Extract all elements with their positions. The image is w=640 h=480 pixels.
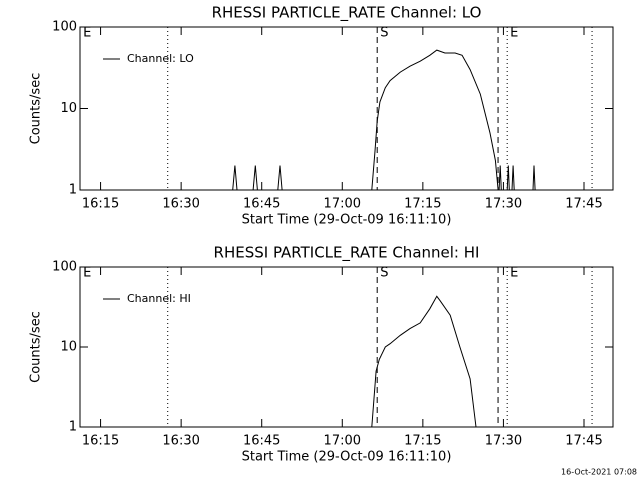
y-tick-label: 1	[69, 420, 77, 435]
data-line	[371, 295, 477, 428]
chart-title: RHESSI PARTICLE_RATE Channel: HI	[214, 244, 480, 263]
x-tick-label: 17:00	[324, 434, 361, 449]
x-tick-label: 17:30	[485, 197, 522, 212]
x-tick-label: 17:15	[404, 197, 441, 212]
footer: 16-Oct-2021 07:08	[561, 468, 637, 477]
marker-label: S	[380, 266, 388, 281]
marker-label: E	[83, 26, 91, 41]
marker-label: S	[380, 26, 388, 41]
x-tick-label: 17:45	[565, 434, 602, 449]
data-line	[80, 49, 613, 191]
x-tick-label: 16:15	[82, 434, 119, 449]
x-tick-label: 17:45	[565, 197, 602, 212]
x-tick-label: 16:30	[162, 434, 199, 449]
legend-label: Channel: HI	[127, 292, 191, 305]
marker-label: E	[510, 26, 518, 41]
plot-frame	[79, 266, 614, 428]
marker-label: E	[510, 266, 518, 281]
y-axis-label: Counts/sec	[29, 311, 44, 383]
x-tick-label: 16:15	[82, 197, 119, 212]
y-tick-label: 10	[60, 101, 77, 116]
y-tick-label: 100	[52, 260, 77, 275]
x-tick-label: 16:30	[162, 197, 199, 212]
x-tick-label: 16:45	[243, 197, 280, 212]
x-axis-label: Start Time (29-Oct-09 16:11:10)	[242, 450, 452, 465]
x-tick-label: 17:30	[485, 434, 522, 449]
x-tick-label: 16:45	[243, 434, 280, 449]
y-tick-label: 10	[60, 340, 77, 355]
x-tick-label: 17:15	[404, 434, 441, 449]
y-tick-label: 100	[52, 20, 77, 35]
x-axis-label: Start Time (29-Oct-09 16:11:10)	[242, 213, 452, 228]
x-tick-label: 17:00	[324, 197, 361, 212]
marker-label: E	[83, 266, 91, 281]
y-tick-label: 1	[69, 183, 77, 198]
chart-title: RHESSI PARTICLE_RATE Channel: LO	[212, 4, 482, 23]
legend-label: Channel: LO	[127, 52, 194, 65]
y-axis-label: Counts/sec	[29, 73, 44, 145]
